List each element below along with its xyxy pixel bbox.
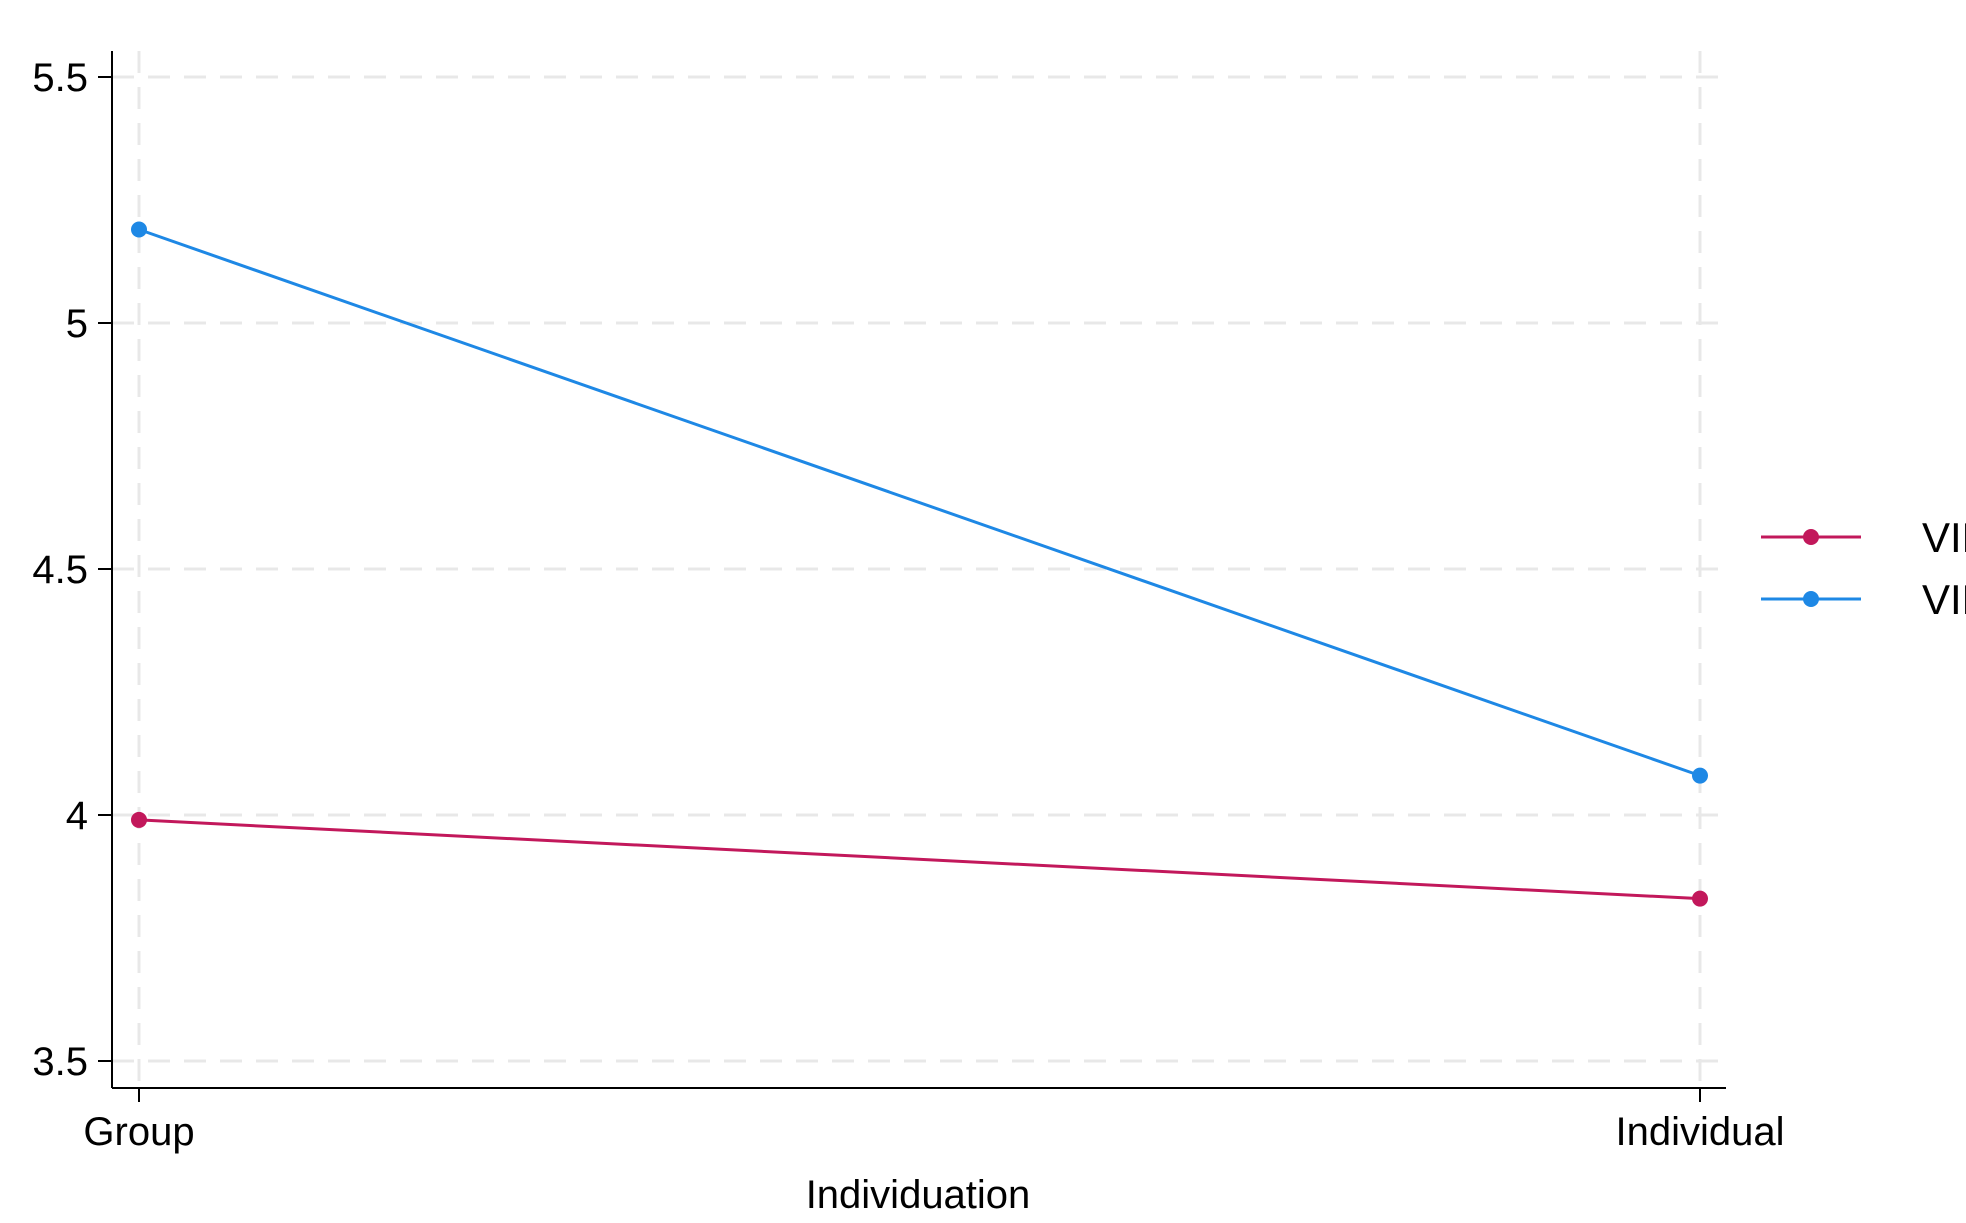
- y-tick-label: 5: [66, 302, 88, 346]
- y-tick-label: 5.5: [32, 56, 88, 100]
- tick-labels: 3.5 4 4.5 5 5.5 Group Individual: [32, 56, 1784, 1154]
- data-point-vie: [1692, 890, 1708, 907]
- grid: [112, 51, 1726, 1088]
- legend-label-vid: VID: [1922, 576, 1966, 623]
- y-tick-label: 4.5: [32, 548, 88, 592]
- x-tick-label: Individual: [1615, 1110, 1784, 1154]
- y-tick-label: 3.5: [32, 1040, 88, 1084]
- data-point-vid: [1692, 767, 1708, 784]
- data-point-vie: [131, 811, 147, 828]
- series: [131, 221, 1708, 907]
- y-tick-label: 4: [66, 794, 88, 838]
- series-line-vie: [138, 818, 1701, 901]
- data-point-vid: [131, 221, 147, 238]
- legend-label-vie: VIE: [1922, 514, 1966, 561]
- series-line-vid: [138, 228, 1701, 778]
- legend: VIE VID: [1761, 514, 1966, 623]
- x-tick-label: Group: [83, 1110, 194, 1154]
- legend-swatch-marker: [1803, 591, 1819, 607]
- x-axis-title: Individuation: [806, 1173, 1031, 1217]
- legend-swatch-marker: [1803, 529, 1819, 545]
